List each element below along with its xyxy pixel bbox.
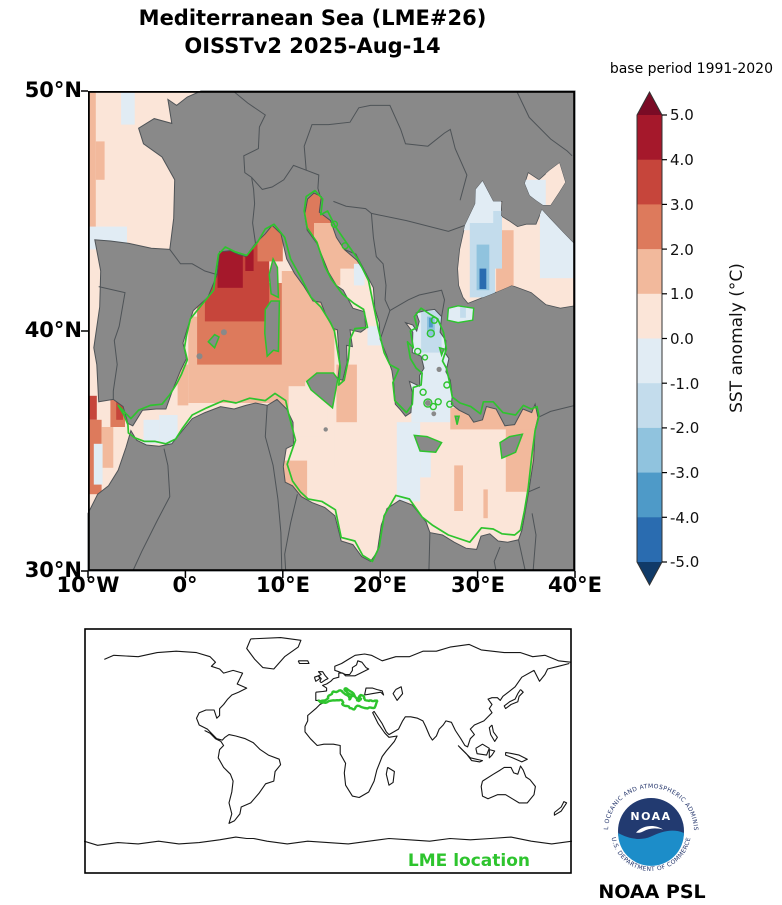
anomaly-patch <box>121 91 135 125</box>
anomaly-patch <box>143 419 160 444</box>
colorbar-axis-label: SST anomaly (°C) <box>727 263 747 413</box>
colorbar-tick: -3.0 <box>670 464 699 482</box>
logo-caption: NOAA PSL <box>598 881 706 903</box>
seagull-icon <box>636 826 663 833</box>
aegean-island-contour <box>443 381 451 389</box>
world-coastlines <box>84 637 572 846</box>
x-tick-label-10w: 10°W <box>56 573 120 597</box>
anomaly-patch <box>88 91 96 228</box>
small-island <box>431 411 437 417</box>
anomaly-patch <box>159 415 178 444</box>
aegean-island-contour <box>430 316 438 324</box>
logo-noaa-text: NOAA <box>630 810 671 823</box>
colorbar-tick: 3.0 <box>670 196 694 214</box>
lme-boundary <box>117 189 540 563</box>
anomaly-patch <box>460 307 466 318</box>
aegean-island-contour <box>419 388 427 396</box>
x-tick-label-30e: 30°E <box>450 573 506 597</box>
aegean-island-contour <box>429 402 437 411</box>
anomaly-patch <box>396 422 421 502</box>
y-tick-label-40n: 40°N <box>24 318 82 342</box>
colorbar-tick: -5.0 <box>670 553 699 571</box>
small-island <box>436 366 442 372</box>
aegean-island-contour <box>330 220 339 228</box>
aegean-island-contour <box>426 329 435 338</box>
anomaly-patch <box>101 427 114 468</box>
x-tick-label-20e: 20°E <box>352 573 408 597</box>
map-frame <box>87 90 576 572</box>
anomaly-patch <box>93 443 103 485</box>
colorbar-tick: 5.0 <box>670 106 694 124</box>
aegean-island-contour <box>434 398 442 406</box>
anomaly-patch <box>177 364 189 406</box>
colorbar-tick: 1.0 <box>670 285 694 303</box>
colorbar-tick: 2.0 <box>670 241 694 259</box>
small-island <box>196 353 203 360</box>
anomaly-patch <box>353 263 365 286</box>
lme-island-contour <box>264 300 281 358</box>
map-layers <box>81 90 576 578</box>
anomaly-patch <box>88 395 97 420</box>
colorbar-tick: -2.0 <box>670 419 699 437</box>
anomaly-patch <box>116 400 123 420</box>
x-tick-label-0: 0° <box>172 573 198 597</box>
title-line-2: OISSTv2 2025-Aug-14 <box>184 33 441 58</box>
x-tick-label-40e: 40°E <box>547 573 603 597</box>
lme-marmara-contour <box>446 305 475 324</box>
inset-lme-region <box>317 687 379 711</box>
anomaly-patch <box>428 317 433 328</box>
colorbar-tick: -1.0 <box>670 375 699 393</box>
aegean-island-contour <box>414 347 422 356</box>
colorbar: 5.0 4.0 3.0 2.0 1.0 0.0 -1.0 -2.0 -3.0 -… <box>636 90 747 587</box>
lme-location-label: LME location <box>408 851 530 871</box>
colorbar-tick: -4.0 <box>670 509 699 527</box>
x-tick-label-10e: 10°E <box>255 573 311 597</box>
anomaly-patch <box>454 465 463 511</box>
colorbar-tick: 0.0 <box>670 330 694 348</box>
lme-island-contour <box>438 346 446 358</box>
colorbar-bar <box>636 90 667 587</box>
page-title: Mediterranean Sea (LME#26) OISSTv2 2025-… <box>0 5 625 60</box>
main-map <box>81 90 576 578</box>
lme-island-contour <box>413 434 443 453</box>
world-inset-map: LME location <box>84 628 572 874</box>
anomaly-patch <box>483 489 488 519</box>
lme-island-contour <box>207 333 220 350</box>
colorbar-tick-labels: 5.0 4.0 3.0 2.0 1.0 0.0 -1.0 -2.0 -3.0 -… <box>670 106 699 571</box>
aegean-island-contour <box>341 242 349 250</box>
lme-island-contour <box>499 433 524 460</box>
lme-island-contour <box>268 256 280 299</box>
y-tick-label-50n: 50°N <box>24 78 82 102</box>
y-tick-label-30n: 30°N <box>24 558 82 582</box>
anomaly-patch <box>493 211 502 269</box>
aegean-island-contour <box>446 400 454 408</box>
anomaly-patch <box>479 268 487 289</box>
anomaly-patch <box>88 251 98 408</box>
small-island <box>323 427 328 432</box>
colorbar-tick: 4.0 <box>670 151 694 169</box>
aegean-island-contour <box>423 398 433 408</box>
title-line-1: Mediterranean Sea (LME#26) <box>138 6 487 30</box>
anomaly-patch <box>245 249 254 271</box>
anomaly-patch <box>95 141 105 180</box>
anomaly-patch <box>420 441 431 478</box>
small-island <box>220 329 227 336</box>
base-period-label: base period 1991-2020 <box>609 61 773 77</box>
aegean-island-contour <box>421 354 429 361</box>
country-borders <box>98 90 576 572</box>
logo-sea <box>618 830 684 866</box>
small-island <box>424 400 431 406</box>
noaa-logo: NATIONAL OCEANIC AND ATMOSPHERIC ADMINIS… <box>601 781 701 881</box>
lme-island-contour <box>305 372 339 410</box>
lme-island-contour <box>454 415 461 425</box>
inset-frame <box>84 628 572 874</box>
